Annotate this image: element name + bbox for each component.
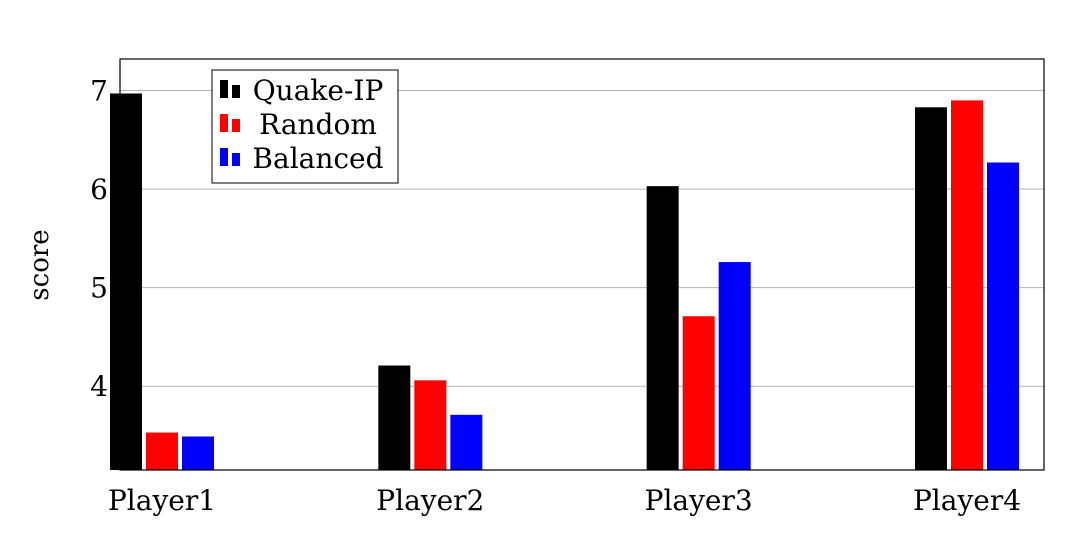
- bar-quake-ip-player3: [646, 186, 679, 470]
- bar-random-player1: [146, 432, 178, 470]
- bar-balanced-player4: [987, 162, 1019, 471]
- bar-quake-ip-player2: [378, 365, 411, 470]
- bar-quake-ip-player1: [110, 93, 142, 471]
- bar-quake-ip-player4: [915, 107, 947, 470]
- y-tick-label: 7: [90, 75, 108, 108]
- bar-balanced-player2: [450, 414, 483, 470]
- plot-frame: [119, 58, 1045, 471]
- legend-swatch-random: [220, 114, 228, 132]
- legend-label-random: Random: [259, 108, 377, 141]
- legend-swatch-balanced: [220, 148, 228, 166]
- bar-balanced-player1: [182, 436, 214, 470]
- x-tick-labels: Player1 Player2 Player3 Player4: [108, 484, 1021, 517]
- legend-label-quake-ip: Quake-IP: [253, 74, 384, 107]
- x-tick-label: Player2: [376, 484, 484, 517]
- bar-balanced-player3: [718, 262, 751, 470]
- bar-random-player4: [951, 100, 983, 470]
- y-tick-label: 4: [90, 370, 108, 403]
- legend-label-balanced: Balanced: [252, 142, 383, 175]
- legend-box: [211, 69, 399, 184]
- y-tick-labels: 4 5 6 7: [90, 75, 108, 404]
- x-tick-label: Player3: [645, 484, 753, 517]
- y-tick-label: 6: [90, 173, 108, 206]
- x-tick-label: Player4: [913, 484, 1021, 517]
- y-axis-title: score: [25, 229, 55, 300]
- legend-swatch-quake-ip: [220, 80, 228, 98]
- bars: [110, 93, 1019, 471]
- legend-swatch-balanced: [232, 153, 240, 166]
- bar-random-player3: [682, 316, 715, 470]
- legend-swatch-random: [232, 119, 240, 132]
- bar-random-player2: [414, 380, 447, 470]
- legend-swatch-quake-ip: [232, 85, 240, 98]
- x-tick-label: Player1: [108, 484, 216, 517]
- y-tick-label: 5: [90, 272, 108, 305]
